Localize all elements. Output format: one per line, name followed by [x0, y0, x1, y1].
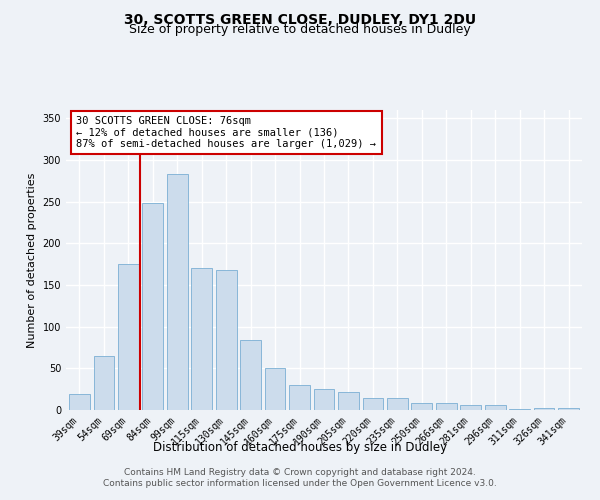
Y-axis label: Number of detached properties: Number of detached properties: [27, 172, 37, 348]
Bar: [142, 202, 163, 410]
Text: 30, SCOTTS GREEN CLOSE, DUDLEY, DY1 2DU: 30, SCOTTS GREEN CLOSE, DUDLEY, DY1 2DU: [124, 12, 476, 26]
Bar: [362, 398, 383, 410]
Bar: [485, 405, 506, 410]
Bar: [118, 264, 139, 410]
Bar: [412, 402, 432, 410]
Bar: [94, 356, 114, 410]
Bar: [191, 268, 212, 410]
Bar: [338, 392, 359, 410]
Bar: [558, 408, 579, 410]
Bar: [314, 389, 334, 410]
Text: Distribution of detached houses by size in Dudley: Distribution of detached houses by size …: [153, 441, 447, 454]
Bar: [436, 404, 457, 410]
Bar: [69, 394, 90, 410]
Text: Contains HM Land Registry data © Crown copyright and database right 2024.
Contai: Contains HM Land Registry data © Crown c…: [103, 468, 497, 487]
Bar: [265, 368, 286, 410]
Bar: [387, 398, 408, 410]
Bar: [509, 409, 530, 410]
Bar: [216, 270, 236, 410]
Bar: [460, 405, 481, 410]
Text: 30 SCOTTS GREEN CLOSE: 76sqm
← 12% of detached houses are smaller (136)
87% of s: 30 SCOTTS GREEN CLOSE: 76sqm ← 12% of de…: [76, 116, 376, 149]
Bar: [534, 408, 554, 410]
Text: Size of property relative to detached houses in Dudley: Size of property relative to detached ho…: [129, 24, 471, 36]
Bar: [240, 340, 261, 410]
Bar: [289, 385, 310, 410]
Bar: [167, 174, 188, 410]
